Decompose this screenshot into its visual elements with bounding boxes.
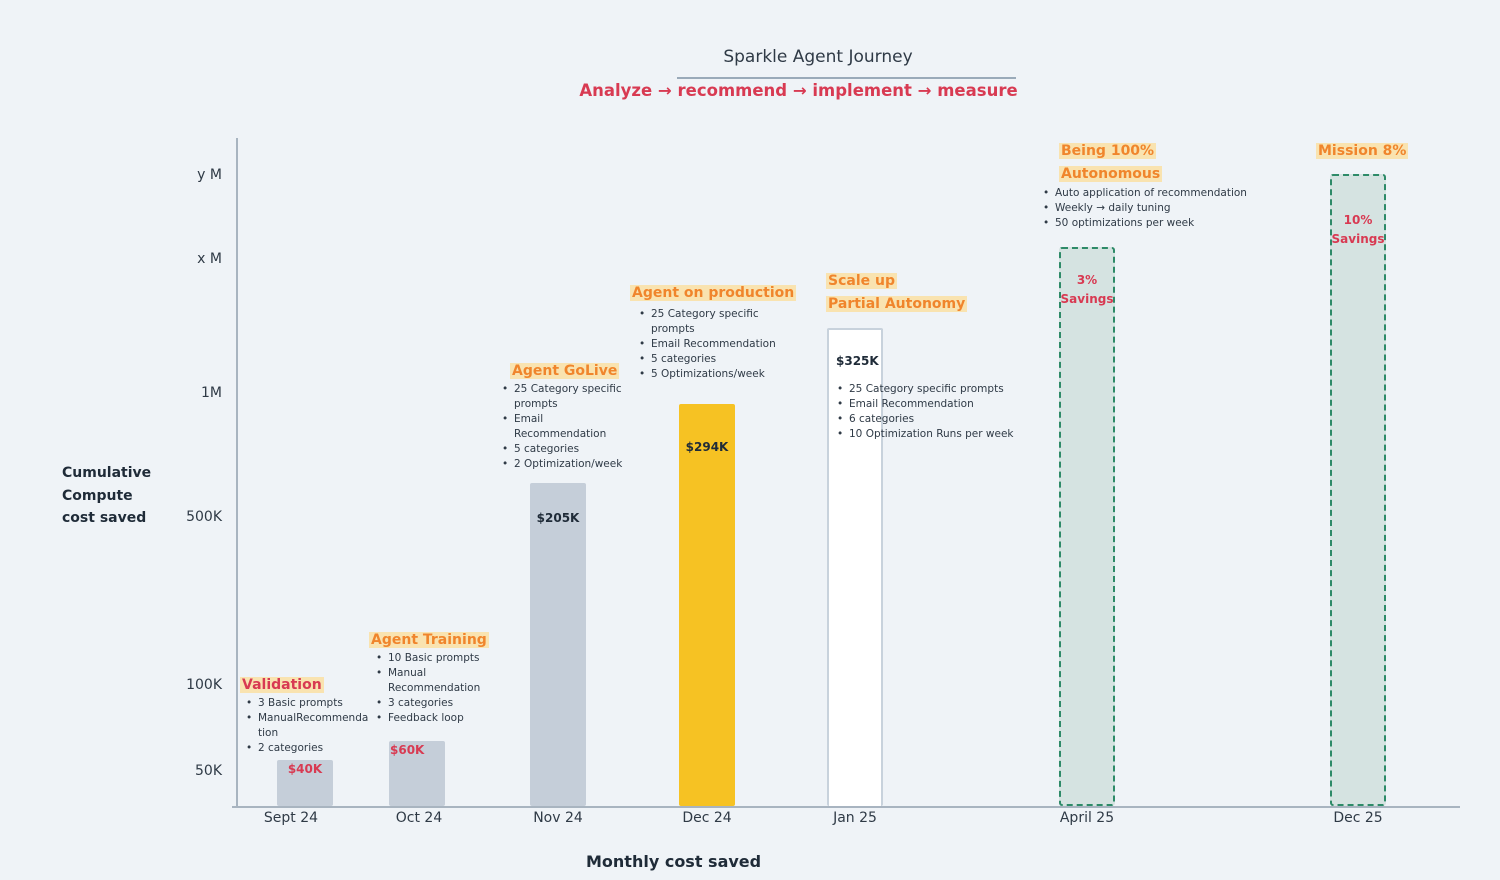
bullet-item: 5 categories — [637, 352, 787, 367]
phase-title: Agent on production — [630, 282, 797, 305]
bar-value-label: $325K — [836, 354, 879, 368]
phase-title: Mission 8% — [1316, 140, 1409, 163]
phase-title-text: Agent on production — [630, 285, 797, 301]
bullet-item: Manual Recommendation — [374, 666, 494, 696]
y-tick-label: 500K — [186, 509, 222, 525]
bullet-item: 2 categories — [244, 741, 378, 756]
bullet-item: 10 Basic prompts — [374, 651, 494, 666]
x-tick-label: Dec 24 — [682, 810, 732, 826]
y-axis-label: Cumulative Compute cost saved — [62, 465, 152, 526]
phase-title-text: Partial Autonomy — [826, 295, 968, 312]
y-tick-label: 1M — [201, 385, 222, 401]
bullet-item: 10 Optimization Runs per week — [835, 427, 1025, 442]
bullet-item: Feedback loop — [374, 711, 494, 726]
bar-value-line: 10% — [1343, 213, 1373, 227]
bar-value-label: $60K — [390, 743, 425, 757]
phase-title: Agent Training — [369, 629, 489, 652]
x-tick-label: Oct 24 — [395, 810, 443, 826]
phase-title-line: Autonomous — [1059, 163, 1163, 186]
bar-value-label: 3% Savings — [1047, 271, 1127, 309]
phase-title-line: Agent GoLive — [510, 360, 620, 383]
chart-subtitle: Analyze → recommend → implement → measur… — [579, 81, 1018, 100]
bullet-item: 25 Category specific prompts — [835, 382, 1025, 397]
phase-title-text: Being 100% — [1059, 143, 1157, 159]
phase-bullets: 25 Category specific promptsEmail Recomm… — [637, 307, 787, 382]
y-tick-label: x M — [197, 251, 222, 267]
bullet-item: ManualRecommenda tion — [244, 711, 378, 741]
bullet-item: 6 categories — [835, 412, 1025, 427]
phase-title-text: Validation — [240, 677, 324, 693]
bar — [1059, 247, 1115, 806]
bar — [530, 483, 586, 806]
bullet-item: Email Recommendation — [637, 337, 787, 352]
y-tick-label: 100K — [186, 677, 222, 693]
phase-title-text: Agent Training — [369, 632, 489, 648]
bar — [679, 404, 735, 806]
x-tick-label: April 25 — [1059, 810, 1115, 826]
bar-value-label: 10% Savings — [1318, 211, 1398, 249]
phase-title-line: Partial Autonomy — [826, 293, 968, 316]
phase-bullets: 25 Category specific promptsEmail Recomm… — [500, 382, 630, 472]
phase-title-line: Scale up — [826, 270, 967, 293]
bar — [1330, 174, 1386, 806]
phase-title-line: Mission 8% — [1316, 140, 1409, 163]
phase-title-text: Agent GoLive — [510, 363, 620, 379]
x-axis-line — [232, 806, 1460, 808]
bar-value-label: $40K — [287, 762, 323, 776]
x-tick-label: Sept 24 — [263, 810, 319, 826]
bullet-item: 25 Category specific prompts — [500, 382, 630, 412]
phase-title: Scale up Partial Autonomy — [826, 270, 968, 316]
bar-value-line: Savings — [1060, 292, 1114, 306]
bar-value-line: Savings — [1331, 232, 1385, 246]
phase-title-line: Agent Training — [369, 629, 489, 652]
bullet-item: 50 optimizations per week — [1041, 216, 1271, 231]
x-tick-label: Jan 25 — [833, 810, 877, 826]
y-axis-line — [236, 138, 238, 808]
bar-value-line: 3% — [1076, 273, 1098, 287]
phase-title: Validation — [240, 674, 324, 697]
phase-title: Being 100% Autonomous — [1059, 140, 1163, 186]
x-axis-label: Monthly cost saved — [586, 852, 762, 871]
bullet-item: 2 Optimization/week — [500, 457, 630, 472]
phase-title: Agent GoLive — [510, 360, 620, 383]
bullet-item: Weekly → daily tuning — [1041, 201, 1271, 216]
bullet-item: 5 Optimizations/week — [637, 367, 787, 382]
phase-title-line: Agent on production — [630, 282, 797, 305]
y-tick-label: y M — [197, 167, 222, 183]
bar-value-label: $205K — [536, 511, 580, 525]
bullet-item: 5 categories — [500, 442, 630, 457]
phase-title-line: Validation — [240, 674, 324, 697]
phase-bullets: 25 Category specific promptsEmail Recomm… — [835, 382, 1025, 442]
phase-bullets: Auto application of recommendationWeekly… — [1041, 186, 1271, 231]
x-tick-label: Nov 24 — [533, 810, 583, 826]
phase-bullets: 3 Basic promptsManualRecommenda tion2 ca… — [244, 696, 378, 756]
bullet-item: Email Recommendation — [500, 412, 630, 442]
phase-title-text: Scale up — [826, 273, 897, 289]
phase-title-line: Being 100% — [1059, 140, 1162, 163]
chart-title: Sparkle Agent Journey — [723, 47, 913, 67]
bar — [389, 741, 445, 806]
bar — [277, 760, 333, 806]
bullet-item: 25 Category specific prompts — [637, 307, 787, 337]
bullet-item: 3 categories — [374, 696, 494, 711]
bullet-item: 3 Basic prompts — [244, 696, 378, 711]
y-tick-label: 50K — [195, 763, 222, 779]
title-divider — [677, 77, 1016, 79]
phase-title-text: Mission 8% — [1316, 143, 1409, 159]
bar-value-label: $294K — [685, 440, 729, 454]
bullet-item: Auto application of recommendation — [1041, 186, 1271, 201]
phase-title-text: Autonomous — [1059, 165, 1163, 182]
phase-bullets: 10 Basic promptsManual Recommendation3 c… — [374, 651, 494, 726]
bullet-item: Email Recommendation — [835, 397, 1025, 412]
x-tick-label: Dec 25 — [1333, 810, 1383, 826]
